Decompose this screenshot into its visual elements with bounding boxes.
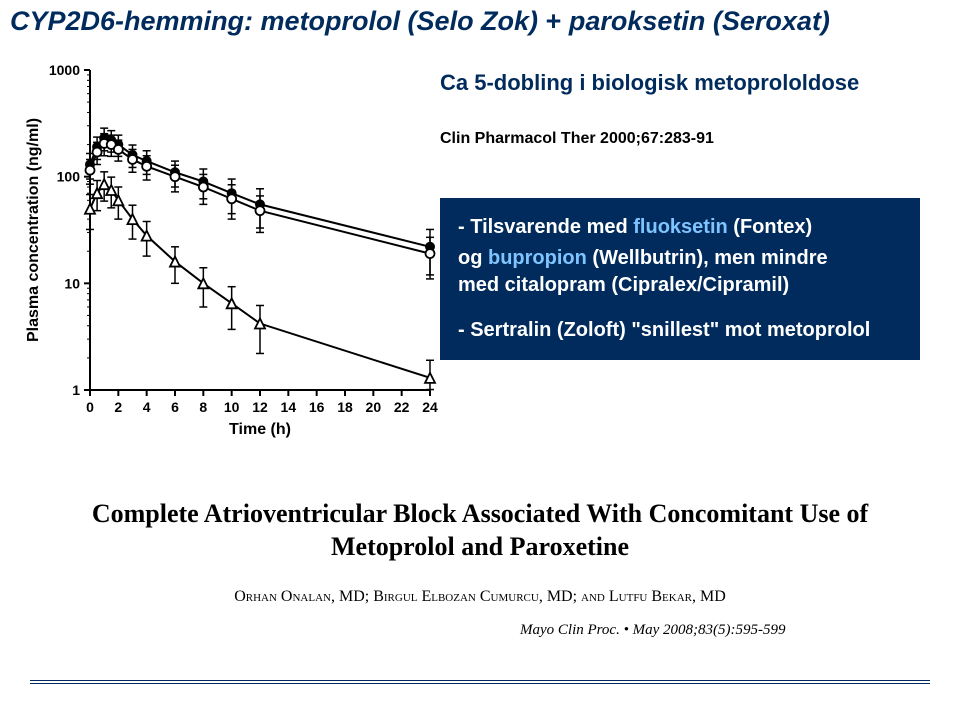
info-row-1: - Tilsvarende med fluoksetin (Fontex) — [458, 214, 902, 241]
info-row-2: og bupropion (Wellbutrin), men mindre — [458, 245, 902, 272]
slide: CYP2D6-hemming: metoprolol (Selo Zok) + … — [0, 0, 960, 702]
r1b: fluoksetin — [633, 216, 733, 238]
r2a: og — [458, 247, 488, 269]
r2c: (Wellbutrin), men mindre — [592, 247, 827, 269]
subtitle: Ca 5-dobling i biologisk metoprololdose — [440, 70, 859, 96]
concentration-chart: 1101001000024681012141618202224Time (h)P… — [20, 60, 440, 440]
r2b: bupropion — [488, 247, 592, 269]
authors: Orhan Onalan, MD; Birgul Elbozan Cumurcu… — [60, 588, 900, 606]
svg-text:100: 100 — [57, 169, 81, 185]
citation: Clin Pharmacol Ther 2000;67:283-91 — [440, 130, 714, 148]
info-row-3: med citalopram (Cipralex/Cipramil) — [458, 272, 902, 299]
journal-ref: Mayo Clin Proc. • May 2008;83(5):595-599 — [520, 622, 785, 639]
t-plus: + — [546, 6, 569, 36]
svg-text:6: 6 — [171, 399, 179, 415]
svg-text:14: 14 — [281, 399, 297, 415]
info-row-4: - Sertralin (Zoloft) "snillest" mot meto… — [458, 317, 902, 344]
svg-text:Plasma concentration (ng/ml): Plasma concentration (ng/ml) — [25, 118, 42, 342]
svg-text:10: 10 — [64, 275, 80, 291]
svg-text:4: 4 — [143, 399, 151, 415]
svg-text:Time (h): Time (h) — [229, 421, 291, 438]
page-title: CYP2D6-hemming: metoprolol (Selo Zok) + … — [10, 6, 830, 37]
svg-text:12: 12 — [252, 399, 268, 415]
svg-text:1000: 1000 — [49, 62, 80, 78]
t-d: paroksetin — [569, 6, 713, 36]
svg-text:22: 22 — [394, 399, 410, 415]
t-a: CYP2D6-hemming: — [10, 6, 261, 36]
t-c: (Selo Zok) — [408, 6, 546, 36]
r1a: - Tilsvarende med — [458, 216, 633, 238]
t-e: (Seroxat) — [713, 6, 830, 36]
svg-text:2: 2 — [114, 399, 122, 415]
article-title: Complete Atrioventricular Block Associat… — [60, 498, 900, 563]
footer-rule — [30, 680, 930, 684]
t-b: metoprolol — [261, 6, 408, 36]
r1c: (Fontex) — [733, 216, 812, 238]
svg-text:20: 20 — [366, 399, 382, 415]
svg-text:18: 18 — [337, 399, 353, 415]
svg-text:8: 8 — [199, 399, 207, 415]
info-box: - Tilsvarende med fluoksetin (Fontex) og… — [440, 198, 920, 360]
svg-text:16: 16 — [309, 399, 325, 415]
svg-text:24: 24 — [422, 399, 438, 415]
svg-text:1: 1 — [72, 382, 80, 398]
svg-text:10: 10 — [224, 399, 240, 415]
authors-text: Orhan Onalan, MD; Birgul Elbozan Cumurcu… — [234, 588, 726, 605]
svg-text:0: 0 — [86, 399, 94, 415]
